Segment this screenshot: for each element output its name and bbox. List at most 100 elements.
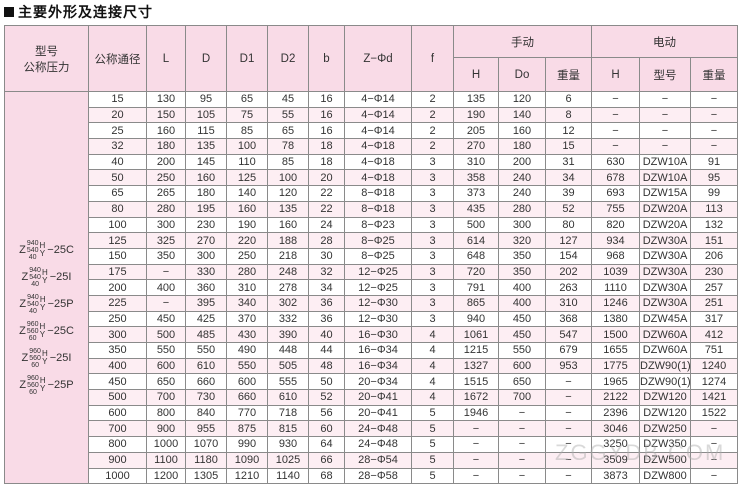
- table-cell: 8−Φ25: [344, 232, 412, 249]
- table-cell: −: [146, 294, 186, 312]
- table-cell: 390: [267, 326, 309, 343]
- table-cell: 325: [146, 232, 186, 249]
- table-cell: 220: [226, 232, 268, 249]
- table-cell: 430: [226, 326, 268, 343]
- table-cell: 20: [88, 106, 147, 124]
- table-cell: 500: [88, 389, 147, 406]
- table-cell: −: [639, 122, 691, 140]
- table-cell: 127: [545, 232, 592, 249]
- table-cell: 934: [591, 232, 640, 249]
- table-cell: 1090: [226, 451, 268, 469]
- table-cell: 5: [411, 451, 454, 469]
- table-cell: 18: [308, 138, 345, 155]
- table-cell: 1110: [591, 279, 640, 296]
- table-cell: 3: [411, 247, 454, 265]
- section-title: 主要外形及连接尺寸: [4, 2, 153, 22]
- table-cell: −: [591, 138, 640, 155]
- table-cell: 110: [226, 153, 268, 171]
- table-cell: 500: [453, 216, 499, 234]
- table-cell: 270: [185, 232, 227, 249]
- table-cell: 190: [453, 106, 499, 124]
- table-cell: 320: [498, 232, 546, 249]
- table-cell: 180: [185, 185, 227, 202]
- table-cell: 248: [267, 263, 309, 281]
- table-cell: 5: [411, 436, 454, 453]
- table-cell: −: [591, 106, 640, 124]
- table-cell: 4: [411, 373, 454, 391]
- table-cell: DZW30A: [639, 279, 691, 296]
- table-cell: 180: [498, 138, 546, 155]
- table-cell: 700: [498, 389, 546, 406]
- table-cell: 340: [226, 294, 268, 312]
- table-cell: 660: [185, 373, 227, 391]
- table-cell: 257: [690, 279, 738, 296]
- table-cell: 250: [226, 247, 268, 265]
- table-cell: 45: [267, 91, 309, 108]
- table-cell: DZW120: [639, 404, 691, 422]
- table-cell: 25: [88, 122, 147, 140]
- header-model-pressure: 型号 公称压力: [4, 25, 89, 92]
- table-cell: 600: [226, 373, 268, 391]
- table-cell: −: [545, 420, 592, 438]
- table-cell: 100: [267, 169, 309, 187]
- table-cell: 550: [185, 342, 227, 359]
- table-cell: 650: [498, 373, 546, 391]
- table-cell: 5: [411, 404, 454, 422]
- table-cell: 32: [308, 263, 345, 281]
- table-cell: 12−Φ25: [344, 263, 412, 281]
- table-cell: 16−Φ34: [344, 357, 412, 375]
- table-cell: 400: [88, 357, 147, 375]
- table-cell: 8−Φ18: [344, 200, 412, 218]
- table-cell: 875: [226, 420, 268, 438]
- table-cell: DZW30A: [639, 232, 691, 249]
- table-cell: 15: [545, 138, 592, 155]
- table-row: 300 500 485 430 390 40 16−Φ30 4 1061 450 547 1500 DZ…: [5, 326, 738, 343]
- table-cell: 1070: [185, 436, 227, 453]
- table-cell: 310: [545, 294, 592, 312]
- table-cell: 24−Φ48: [344, 436, 412, 453]
- table-cell: 270: [453, 138, 499, 155]
- table-cell: 135: [185, 138, 227, 155]
- table-cell: 900: [88, 451, 147, 469]
- table-cell: DZW60A: [639, 342, 691, 359]
- table-cell: 1522: [690, 404, 738, 422]
- table-cell: 64: [308, 436, 345, 453]
- table-cell: 175: [88, 263, 147, 281]
- table-cell: −: [690, 138, 738, 155]
- table-row: 400 600 610 550 505 48 16−Φ34 4 1327 600 953 1775 DZ…: [5, 357, 738, 375]
- table-cell: 955: [185, 420, 227, 438]
- table-cell: 2122: [591, 389, 640, 406]
- table-cell: 160: [498, 122, 546, 140]
- table-cell: 968: [591, 247, 640, 265]
- table-cell: 791: [453, 279, 499, 296]
- table-cell: 240: [498, 169, 546, 187]
- table-cell: 180: [146, 138, 186, 155]
- table-cell: 154: [545, 247, 592, 265]
- table-cell: 48: [308, 357, 345, 375]
- table-cell: 16: [308, 106, 345, 124]
- table-cell: 160: [185, 169, 227, 187]
- header-L: L: [146, 25, 186, 92]
- table-cell: 3: [411, 153, 454, 171]
- table-cell: 1327: [453, 357, 499, 375]
- table-cell: 205: [453, 122, 499, 140]
- table-cell: 80: [545, 216, 592, 234]
- table-cell: DZW20A: [639, 200, 691, 218]
- table-cell: −: [545, 389, 592, 406]
- table-cell: 8−Φ25: [344, 247, 412, 265]
- table-cell: DZW20A: [639, 216, 691, 234]
- table-cell: 3: [411, 200, 454, 218]
- table-cell: 3: [411, 216, 454, 234]
- table-cell: 840: [185, 404, 227, 422]
- table-cell: 1500: [591, 326, 640, 343]
- table-cell: 5: [411, 420, 454, 438]
- table-row: 150 350 300 250 218 30 8−Φ25 3 648 350 154 968 DZW30…: [5, 247, 738, 265]
- table-cell: 1061: [453, 326, 499, 343]
- table-cell: 1274: [690, 373, 738, 391]
- table-cell: 4: [411, 357, 454, 375]
- table-cell: 368: [545, 310, 592, 328]
- table-cell: 6: [545, 91, 592, 108]
- table-cell: 1380: [591, 310, 640, 328]
- table-row: 700 900 955 875 815 60 24−Φ48 5− − −3046 DZW250−: [5, 420, 738, 438]
- table-cell: 3046: [591, 420, 640, 438]
